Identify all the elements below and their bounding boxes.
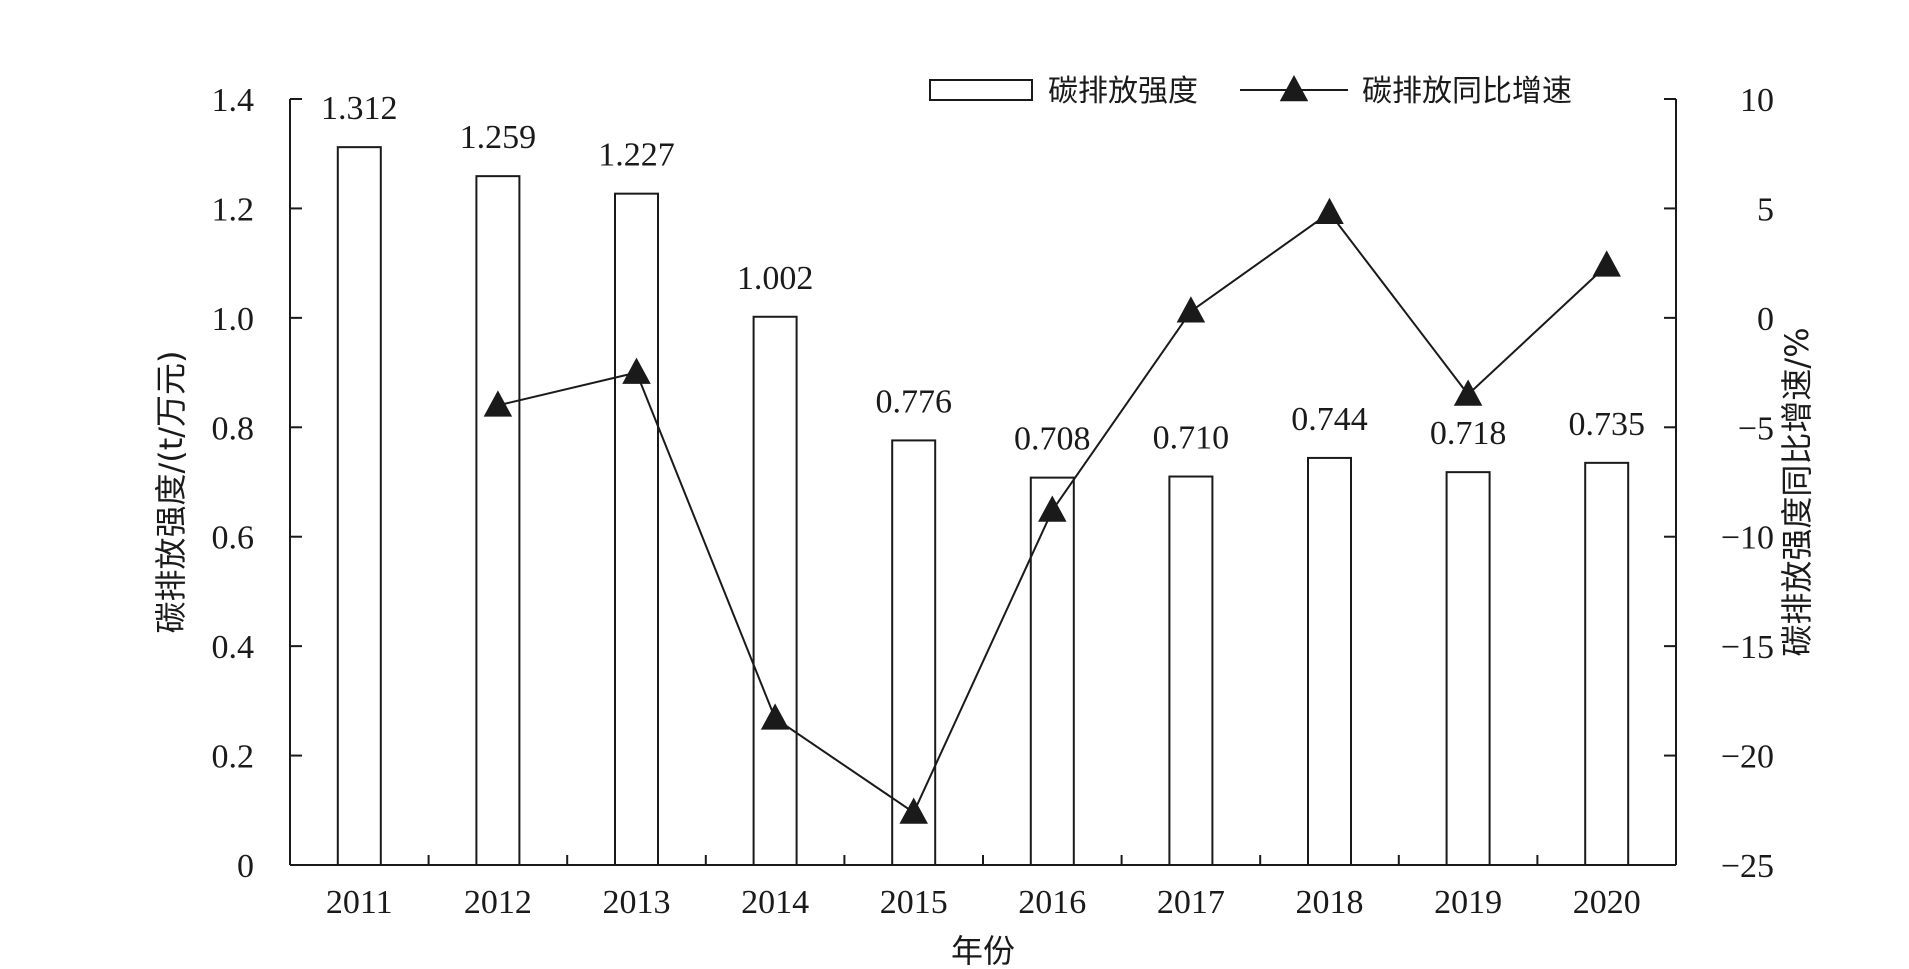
x-tick-label: 2017 [1157, 884, 1225, 921]
triangle-marker [1315, 197, 1344, 225]
left-y-tick-label: 0.8 [212, 410, 255, 447]
x-tick-label: 2020 [1573, 884, 1641, 921]
triangle-marker [899, 797, 928, 824]
bar-value-label: 1.227 [598, 137, 675, 174]
bar [1168, 475, 1214, 866]
right-y-tick-label: −20 [1721, 739, 1774, 776]
bars [336, 146, 1630, 867]
bar-value-label: 0.718 [1430, 415, 1507, 452]
ticks: 0 0.2 0.4 0.6 0.8 1.0 1.2 1.4 −25 −20 −15 −10 −5 0 5 10… [212, 82, 1775, 921]
x-axis-title: 年份 [951, 932, 1015, 969]
bar [1307, 456, 1352, 866]
bar [336, 146, 382, 867]
bar [752, 315, 798, 866]
bar [614, 192, 659, 867]
bar [475, 175, 521, 866]
right-y-tick-label: −25 [1721, 848, 1774, 885]
x-tick-label: 2013 [603, 884, 671, 921]
legend-bar-swatch [929, 79, 1033, 101]
bar-value-labels: 1.312 1.259 1.227 1.002 0.776 0.708 0.710 0.744… [321, 90, 1645, 457]
triangle-marker [1038, 495, 1067, 522]
bar [1584, 461, 1630, 866]
left-y-tick-label: 0 [237, 848, 254, 885]
x-tick-label: 2014 [741, 884, 809, 921]
bar-value-label: 1.259 [460, 119, 537, 156]
right-y-tick-label: −10 [1721, 520, 1774, 557]
left-y-tick-label: 0.4 [212, 629, 255, 666]
legend: 碳排放强度 碳排放同比增速 [929, 74, 1572, 109]
x-tick-label: 2012 [464, 884, 532, 921]
triangle-marker [1176, 296, 1206, 323]
triangle-marker [1592, 250, 1621, 277]
right-y-tick-label: 5 [1757, 191, 1774, 228]
x-tick-label: 2016 [1018, 884, 1086, 921]
left-y-tick-label: 1.4 [212, 82, 255, 119]
left-y-tick-label: 1.0 [212, 301, 255, 338]
bar-value-label: 0.776 [875, 383, 952, 420]
legend-bar-label: 碳排放强度 [1048, 74, 1198, 109]
bar-value-label: 1.002 [737, 260, 814, 297]
right-y-tick-label: −5 [1738, 410, 1774, 447]
x-tick-label: 2015 [880, 884, 948, 921]
bar-value-label: 0.744 [1291, 401, 1368, 438]
x-tick-label: 2018 [1296, 884, 1364, 921]
triangle-marker [760, 703, 790, 730]
growth-line [483, 197, 1621, 824]
left-y-tick-label: 0.6 [212, 520, 255, 557]
bar [1029, 476, 1075, 866]
legend-triangle-marker [1279, 75, 1309, 102]
left-y-axis-title: 碳排放强度/(t/万元) [152, 350, 190, 633]
bar-value-label: 0.710 [1153, 420, 1230, 457]
bar [891, 439, 937, 866]
x-tick-label: 2019 [1434, 884, 1502, 921]
legend-line-label: 碳排放同比增速 [1362, 74, 1572, 109]
bar-value-label: 1.312 [321, 90, 398, 127]
left-y-tick-label: 0.2 [212, 739, 255, 776]
triangle-marker [1453, 379, 1483, 406]
bar-value-label: 0.735 [1568, 406, 1645, 443]
left-y-tick-label: 1.2 [212, 191, 255, 228]
bar [1445, 471, 1491, 866]
triangle-marker [483, 390, 513, 417]
right-y-tick-label: 10 [1740, 82, 1774, 119]
right-y-tick-label: −15 [1721, 629, 1774, 666]
right-y-axis-title: 碳排放强度同比增速/% [1778, 327, 1816, 656]
right-y-tick-label: 0 [1757, 301, 1774, 338]
x-tick-label: 2011 [326, 884, 393, 921]
triangle-marker [622, 357, 651, 384]
bar-value-label: 0.708 [1014, 421, 1091, 458]
